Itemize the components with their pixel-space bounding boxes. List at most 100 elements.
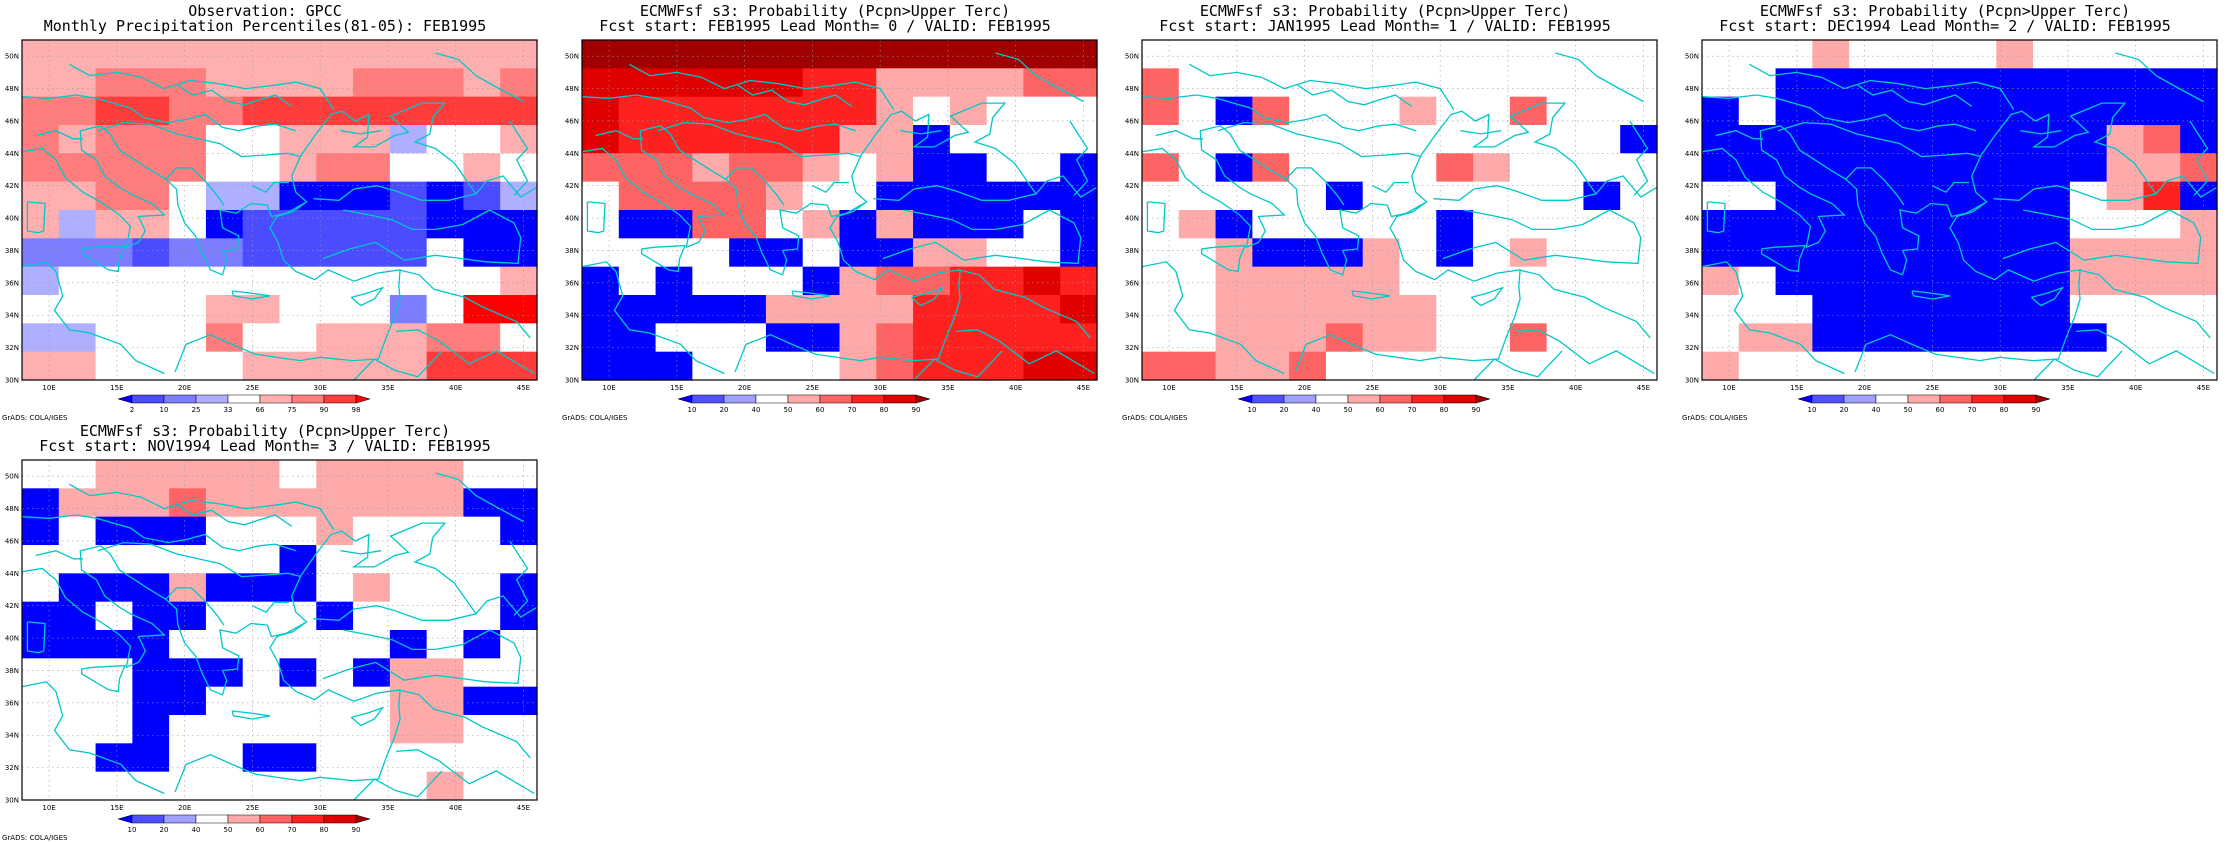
grid-cell	[839, 40, 877, 69]
grid-cell	[22, 686, 60, 716]
grid-cell	[1178, 210, 1217, 239]
grid-cell	[1178, 351, 1217, 381]
grid-cell	[986, 238, 1025, 268]
grid-cell	[1362, 238, 1401, 268]
longitude-tick-label: 35E	[381, 384, 394, 392]
grid-cell	[2143, 40, 2181, 69]
grid-cell	[169, 238, 207, 268]
longitude-tick-label: 20E	[738, 384, 751, 392]
grid-cell	[1849, 40, 1887, 69]
grid-cell	[169, 210, 207, 239]
grid-cell	[316, 210, 354, 239]
latitude-tick-label: 42N	[565, 182, 579, 190]
coastline	[2033, 350, 2123, 380]
grid-cell	[1252, 68, 1290, 98]
grid-cell	[1849, 295, 1887, 324]
grid-cell	[1473, 153, 1511, 183]
longitude-tick-label: 40E	[1569, 384, 1582, 392]
colorbar-tick-label: 70	[1408, 406, 1417, 414]
longitude-tick-label: 15E	[670, 384, 683, 392]
grid-cell	[242, 181, 281, 211]
longitude-tick-label: 20E	[1298, 384, 1311, 392]
grid-cell	[582, 210, 620, 239]
grid-cell	[316, 630, 354, 659]
grid-cell	[913, 351, 951, 381]
grid-cell	[500, 68, 538, 98]
grid-cell	[1399, 210, 1437, 239]
grid-cell	[729, 210, 767, 239]
grid-cell	[389, 545, 428, 574]
latitude-tick-label: 40N	[5, 215, 19, 223]
grid-cell	[986, 266, 1025, 296]
grid-cell	[389, 125, 428, 154]
grid-cell	[986, 351, 1025, 381]
grid-cell	[1849, 266, 1887, 296]
latitude-tick-label: 46N	[5, 117, 19, 125]
grid-cell	[1885, 181, 1924, 211]
coastline	[582, 261, 725, 375]
grid-cell	[1399, 181, 1437, 211]
grid-cell	[353, 771, 391, 801]
grid-cell	[2033, 323, 2071, 353]
coastline	[629, 63, 895, 110]
grid-cell	[279, 351, 317, 381]
grid-cell	[1775, 210, 1813, 239]
latitude-tick-label: 38N	[1685, 247, 1699, 255]
coastline	[812, 181, 849, 194]
grid-cell	[389, 295, 428, 324]
grid-cell	[1620, 181, 1658, 211]
colorbar-segment	[819, 394, 853, 404]
percentile-grid	[1702, 40, 2218, 381]
grid-cell	[463, 630, 501, 659]
longitude-tick-label: 25E	[246, 804, 259, 812]
grid-cell	[729, 351, 767, 381]
coastline	[882, 209, 1082, 265]
grid-cell	[1509, 295, 1548, 324]
grid-cell	[1252, 295, 1290, 324]
grid-cell	[2143, 323, 2181, 353]
map-panel: 30N 32N 34N 36N 38N 40N 42N 44N 46N 48N 50N 10E 15E 2…	[560, 0, 1098, 422]
coastline	[2189, 120, 2209, 196]
coastline	[1142, 261, 1285, 375]
grid-cell	[316, 351, 354, 381]
coastline	[2155, 175, 2217, 198]
grid-cell	[169, 686, 207, 716]
grads-credit: GrADS: COLA/IGES	[562, 414, 628, 422]
colorbar-segment	[1283, 394, 1317, 404]
grid-cell	[463, 96, 501, 126]
latitude-tick-label: 34N	[1125, 312, 1139, 320]
grid-cell	[95, 181, 133, 211]
latitude-tick-label: 50N	[565, 53, 579, 61]
map-panel: 30N 32N 34N 36N 38N 40N 42N 44N 46N 48N 50N 10E 15E 2…	[1680, 0, 2218, 422]
grid-cell	[949, 68, 988, 98]
grid-cell	[2143, 266, 2181, 296]
map-plot: 30N 32N 34N 36N 38N 40N 42N 44N 46N 48N 50N 10E 15E 2…	[1685, 39, 2218, 414]
grid-cell	[353, 460, 391, 489]
grid-cell	[1702, 181, 1740, 211]
longitude-tick-label: 40E	[449, 804, 462, 812]
colorbar-tick-label: 90	[2032, 406, 2041, 414]
grid-cell	[839, 153, 877, 183]
coastline	[1473, 350, 1563, 380]
grid-cell	[1775, 40, 1813, 69]
grid-cell	[500, 125, 538, 154]
colorbar-segment	[1347, 394, 1381, 404]
grid-cell	[1178, 295, 1217, 324]
grid-cell	[949, 295, 988, 324]
coastline	[2020, 130, 2062, 135]
grid-cell	[500, 295, 538, 324]
coastline	[1351, 290, 1391, 300]
latitude-tick-label: 48N	[1685, 85, 1699, 93]
grid-cell	[1812, 295, 1850, 324]
grid-cell	[1959, 210, 1997, 239]
grid-cell	[1738, 295, 1777, 324]
grid-cell	[986, 40, 1025, 69]
grid-cell	[1812, 351, 1850, 381]
coastline	[231, 710, 271, 720]
coastline	[340, 130, 382, 135]
colorbar-segment	[1315, 394, 1349, 404]
grid-cell	[426, 266, 465, 296]
grid-cell	[58, 743, 97, 773]
grid-cell	[463, 743, 501, 773]
grid-cell	[1399, 153, 1437, 183]
